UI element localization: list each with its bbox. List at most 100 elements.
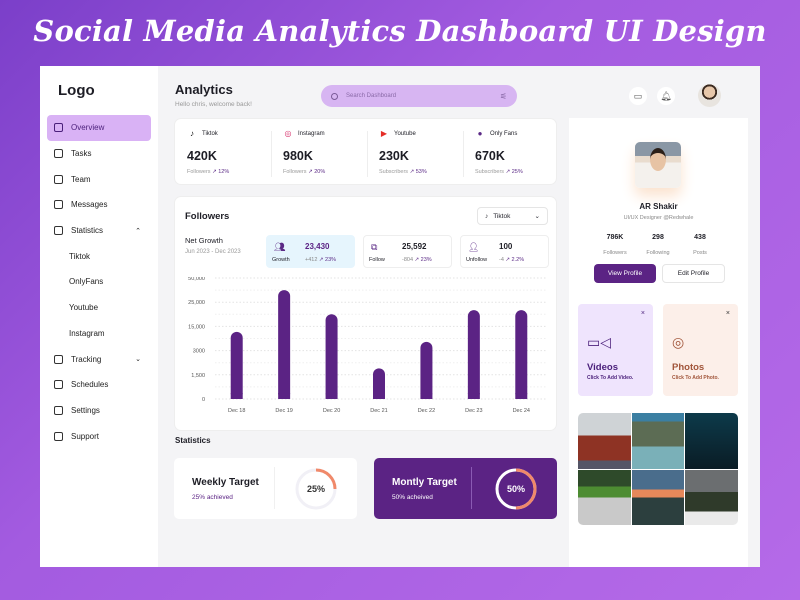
- welcome-text: Hello chris, welcome back!: [175, 101, 252, 108]
- gallery-photo[interactable]: [685, 469, 738, 525]
- weekly-percent: 25%: [306, 484, 325, 494]
- sidebar-item-statistics[interactable]: Statistics ⌃: [47, 218, 151, 244]
- sidebar: Logo Overview Tasks Team Messages Statistics…: [40, 66, 158, 567]
- banner-title: Social Media Analytics Dashboard UI Desi…: [33, 14, 767, 48]
- platform-value: 420K: [187, 149, 217, 163]
- profile-name: AR Shakir: [639, 202, 678, 211]
- sidebar-item-tracking[interactable]: Tracking ⌄: [47, 346, 151, 372]
- bar-dec-23: [467, 310, 480, 399]
- bar-dec-19: [278, 290, 291, 399]
- chevron-down-icon: ⌄: [534, 213, 540, 220]
- sidebar-item-instagram[interactable]: Instagram: [47, 321, 151, 347]
- photos-tile[interactable]: × ◎ Photos Click To Add Photo.: [663, 304, 738, 396]
- chart-icon: [54, 226, 63, 236]
- bar-base: [515, 393, 528, 399]
- divider: [367, 131, 368, 177]
- sidebar-item-label: Youtube: [69, 303, 99, 313]
- filter-icon[interactable]: ⚟: [499, 91, 507, 101]
- sidebar-item-overview[interactable]: Overview: [47, 115, 151, 141]
- chevron-down-icon[interactable]: ⌄: [135, 356, 141, 364]
- avatar[interactable]: [698, 84, 721, 107]
- gallery-photo[interactable]: [631, 413, 685, 469]
- sidebar-item-label: Tracking: [71, 354, 102, 364]
- card-delta: +412 ↗ 23%: [305, 257, 337, 263]
- y-tick-label: 50,000: [188, 277, 205, 282]
- instagram-icon: ◎: [284, 129, 292, 138]
- weekly-progress-ring: [295, 468, 337, 510]
- search-icon: [331, 92, 338, 100]
- sidebar-item-label: Support: [71, 431, 100, 441]
- platform-name: Instagram: [298, 131, 325, 137]
- sidebar-item-team[interactable]: Team: [47, 166, 151, 192]
- y-tick-label: 25,000: [188, 300, 205, 306]
- tiktok-icon: ♪: [190, 129, 194, 138]
- sidebar-item-onlyfans[interactable]: OnlyFans: [47, 269, 151, 295]
- growth-card: 👥︎ Growth 23,430 +412 ↗ 23%: [266, 235, 355, 268]
- sidebar-item-schedules[interactable]: Schedules: [47, 372, 151, 398]
- gallery-photo[interactable]: [685, 413, 738, 469]
- sidebar-item-settings[interactable]: Settings: [47, 398, 151, 424]
- sidebar-item-label: Settings: [71, 405, 100, 415]
- weekly-target-sub: 25% achieved: [192, 494, 233, 501]
- card-value: 25,592: [402, 242, 427, 251]
- platform-name: Tiktok: [202, 131, 218, 137]
- bell-icon[interactable]: 🔔︎: [657, 87, 675, 105]
- videos-tile[interactable]: × ▭◁ Videos Click To Add Video.: [578, 304, 653, 396]
- monthly-target-card: Montly Target 50% acheived 50%: [374, 458, 557, 519]
- bar-dec-18: [230, 331, 243, 399]
- gallery-photo[interactable]: [578, 469, 631, 525]
- sidebar-item-messages[interactable]: Messages: [47, 192, 151, 218]
- bar-dec-22: [420, 341, 433, 399]
- message-icon: [54, 200, 63, 210]
- sidebar-item-label: Tasks: [71, 149, 92, 159]
- bar-base: [325, 393, 338, 399]
- sidebar-item-tiktok[interactable]: Tiktok: [47, 243, 151, 269]
- close-icon[interactable]: ×: [640, 310, 645, 317]
- platform-value: 230K: [379, 149, 409, 163]
- platform-name: Youtube: [394, 131, 416, 137]
- close-icon[interactable]: ×: [725, 310, 730, 317]
- bar-dec-21: [373, 368, 385, 399]
- gallery-photo[interactable]: [578, 413, 631, 469]
- sidebar-item-youtube[interactable]: Youtube: [47, 295, 151, 321]
- monthly-target-sub: 50% acheived: [392, 494, 433, 501]
- support-icon: [54, 431, 63, 441]
- gallery-photo[interactable]: [631, 469, 685, 525]
- bar-base: [373, 393, 385, 399]
- x-tick-label: Dec 24: [513, 408, 530, 414]
- platform-metric: Followers ↗ 12%: [187, 169, 230, 175]
- weekly-target-card: Weekly Target 25% achieved 25%: [174, 458, 357, 519]
- sidebar-item-tasks[interactable]: Tasks: [47, 141, 151, 167]
- sidebar-item-label: Tiktok: [69, 251, 91, 261]
- sidebar-item-label: Team: [71, 174, 91, 184]
- social-stat-tiktok: ♪ Tiktok 420K Followers ↗ 12%: [175, 119, 271, 185]
- date-range: Jun 2023 - Dec 2023: [185, 249, 241, 255]
- search-input[interactable]: Search Dashboard ⚟: [321, 85, 517, 107]
- x-tick-label: Dec 21: [370, 408, 387, 414]
- bar-base: [278, 393, 291, 399]
- sidebar-item-label: Messages: [71, 200, 108, 210]
- bar-dec-24: [515, 310, 528, 399]
- edit-profile-button[interactable]: Edit Profile: [662, 264, 725, 283]
- platform-dropdown[interactable]: ♪ Tiktok ⌄: [477, 207, 548, 225]
- profile-panel: AR Shakir UI/UX Designer @Redwhale 786K F…: [569, 118, 748, 567]
- y-tick-label: 1,500: [191, 373, 205, 379]
- message-icon[interactable]: ▭: [629, 87, 647, 105]
- bar-dec-20: [325, 314, 338, 399]
- card-value: 23,430: [305, 242, 330, 251]
- view-profile-button[interactable]: View Profile: [594, 264, 656, 283]
- only-fans-icon: ●: [477, 129, 483, 138]
- y-tick-label: 0: [202, 397, 205, 403]
- logo: Logo: [58, 82, 95, 99]
- card-delta: -804 ↗ 23%: [402, 257, 432, 263]
- divider: [463, 131, 464, 177]
- social-stat-instagram: ◎ Instagram 980K Followers ↗ 20%: [271, 119, 367, 185]
- growth-icon: 👥︎: [274, 242, 286, 252]
- unfollow-card: 👤︎ Unfollow 100 -4 ↗ 2.2%: [460, 235, 549, 268]
- card-label: Growth: [272, 257, 290, 263]
- youtube-icon: ▶: [380, 129, 388, 138]
- sidebar-item-support[interactable]: Support: [47, 423, 151, 449]
- chevron-up-icon[interactable]: ⌃: [135, 227, 141, 235]
- photos-title: Photos: [672, 362, 705, 373]
- photo-gallery: [578, 413, 738, 525]
